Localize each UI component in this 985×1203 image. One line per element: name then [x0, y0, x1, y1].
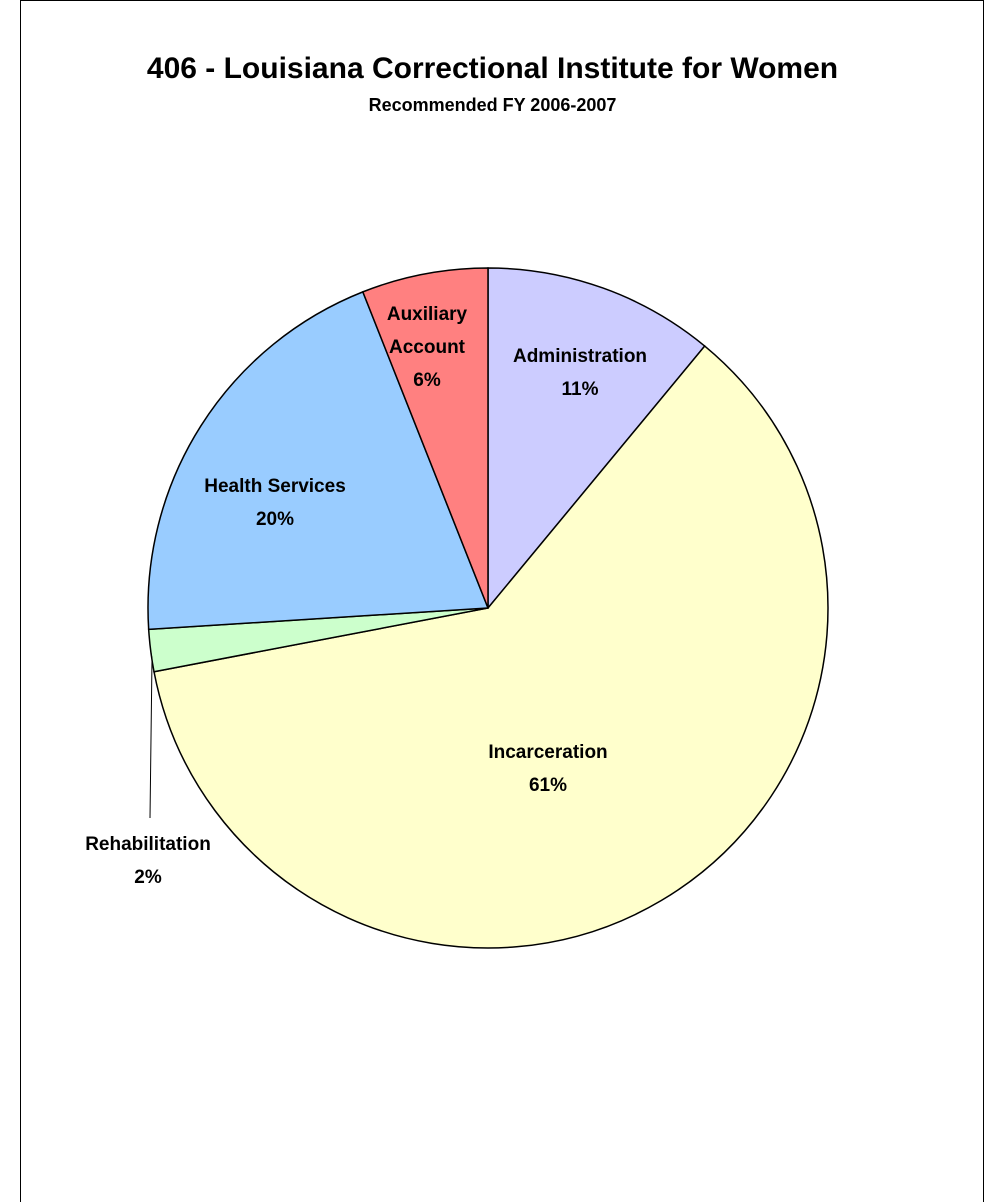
- pie-slices: [147, 267, 829, 949]
- slice-percent: 6%: [413, 370, 441, 391]
- leader-line-rehabilitation: [149, 650, 153, 819]
- slice-percent: 20%: [256, 509, 294, 530]
- slice-label-administration: Administration 11%: [513, 346, 647, 400]
- slice-name: Auxiliary: [387, 304, 468, 325]
- slice-label-incarceration: Incarceration 61%: [488, 742, 607, 796]
- pie-slice-auxiliary-account: [361, 267, 489, 609]
- chart-frame: [20, 0, 984, 1202]
- slice-percent: 11%: [562, 379, 599, 400]
- chart-title: 406 - Louisiana Correctional Institute f…: [146, 52, 839, 85]
- slice-name: Account: [389, 337, 466, 358]
- slice-label-auxiliary-account: Auxiliary Account 6%: [387, 304, 468, 391]
- slice-name: Administration: [513, 346, 647, 367]
- slice-name: Rehabilitation: [85, 834, 211, 855]
- slice-name: Health Services: [204, 476, 346, 497]
- slice-percent: 2%: [134, 867, 162, 888]
- slice-label-health-services: Health Services 20%: [204, 476, 346, 530]
- slice-name: Incarceration: [488, 742, 607, 763]
- pie-slice-health-services: [147, 290, 490, 631]
- pie-slice-incarceration: [153, 344, 829, 949]
- pie-slice-administration: [487, 267, 706, 611]
- slice-label-rehabilitation: Rehabilitation 2%: [85, 834, 211, 888]
- slice-percent: 61%: [529, 775, 567, 796]
- chart-subtitle: Recommended FY 2006-2007: [368, 95, 617, 115]
